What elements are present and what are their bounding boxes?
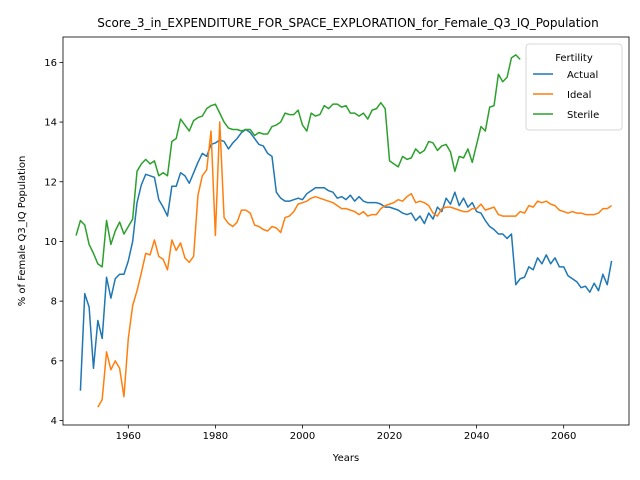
plot-frame (62, 36, 630, 426)
x-tick-label: 2000 (290, 431, 315, 442)
chart-title: Score_3_in_EXPENDITURE_FOR_SPACE_EXPLORA… (97, 16, 599, 30)
x-axis-title: Years (332, 453, 359, 464)
x-tick-label: 1980 (203, 431, 228, 442)
series-line-sterile (75, 54, 521, 268)
y-tick-label: 10 (44, 237, 57, 248)
y-axis-title: % of Female Q3_IQ Population (17, 156, 28, 307)
legend-box (525, 43, 623, 131)
series-line-actual (79, 128, 613, 391)
x-axis-ticks: 1960 1980 2000 2020 2040 2060 (116, 425, 576, 442)
x-tick-label: 2040 (464, 431, 489, 442)
series-line-ideal (97, 121, 613, 408)
series-layer (75, 54, 613, 408)
y-axis-ticks: 4 6 8 10 12 14 16 (44, 58, 63, 427)
legend-entries: Actual Ideal Sterile (533, 70, 599, 121)
x-tick-label: 1960 (116, 431, 141, 442)
x-tick-label: 2020 (377, 431, 402, 442)
legend-label-sterile: Sterile (567, 110, 599, 121)
x-tick-label: 2060 (551, 431, 576, 442)
y-tick-label: 8 (51, 297, 57, 308)
y-tick-label: 4 (51, 416, 57, 427)
y-tick-label: 16 (44, 58, 57, 69)
y-tick-label: 6 (51, 356, 57, 367)
legend-label-ideal: Ideal (567, 90, 591, 101)
y-tick-label: 12 (44, 177, 57, 188)
legend: Fertility Actual Ideal Sterile (525, 43, 623, 131)
y-tick-label: 14 (44, 118, 57, 129)
legend-label-actual: Actual (567, 70, 598, 81)
legend-title: Fertility (555, 53, 593, 64)
